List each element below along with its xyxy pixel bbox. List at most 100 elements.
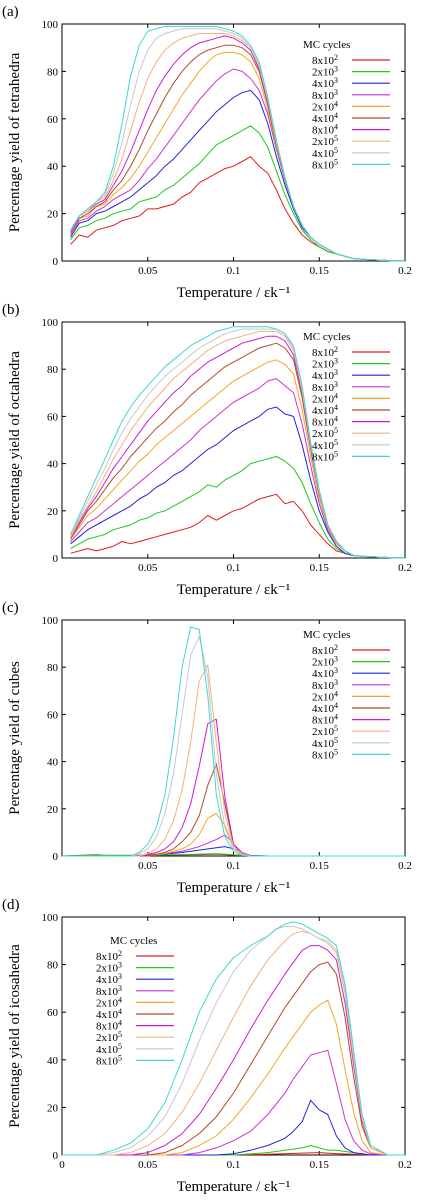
y-tick-label: 0 <box>53 1150 59 1162</box>
y-tick-label: 60 <box>47 114 59 126</box>
legend-entry-label: 8x103 <box>96 983 122 998</box>
y-tick-label: 100 <box>42 317 59 329</box>
x-tick-label: 0.15 <box>310 265 330 277</box>
legend-entry-label: 4x103 <box>96 972 122 987</box>
y-tick-label: 60 <box>47 709 59 721</box>
x-tick-label: 0.1 <box>227 562 241 574</box>
legend-entry-label: 4x105 <box>96 1041 122 1056</box>
legend-title: MC cycles <box>303 629 350 641</box>
series-line-8x10e5 <box>62 626 405 857</box>
series-line-8x10e5 <box>70 25 406 262</box>
series-line-4x10e3 <box>62 1099 405 1156</box>
y-tick-label: 80 <box>47 662 59 674</box>
series-line-2x10e5 <box>62 664 405 857</box>
legend-entry-label: 4x104 <box>312 701 338 716</box>
y-tick-label: 100 <box>42 912 59 924</box>
legend-title: MC cycles <box>303 39 350 51</box>
legend-entry-label: 4x104 <box>312 403 338 418</box>
x-axis-label: Temperature / εk⁻¹ <box>177 880 290 896</box>
legend-entry-label: 8x104 <box>312 414 338 429</box>
y-tick-label: 60 <box>47 411 59 423</box>
y-tick-label: 20 <box>47 209 59 221</box>
y-tick-label: 20 <box>47 506 59 518</box>
y-tick-label: 80 <box>47 66 59 78</box>
x-tick-label: 0.1 <box>227 265 241 277</box>
y-tick-label: 80 <box>47 960 59 972</box>
series-line-8x10e3 <box>70 378 406 559</box>
legend-entry-label: 8x104 <box>312 122 338 137</box>
series-line-8x10e2 <box>62 1152 405 1156</box>
legend-entry-label: 4x105 <box>312 735 338 750</box>
series-line-8x10e3 <box>62 1049 405 1156</box>
legend-entry-label: 4x104 <box>312 111 338 126</box>
legend-entry-label: 2x103 <box>96 960 122 975</box>
series-line-4x10e3 <box>70 89 406 262</box>
x-axis-label: Temperature / εk⁻¹ <box>177 1179 290 1195</box>
series-line-8x10e5 <box>62 921 405 1156</box>
legend-entry-label: 8x102 <box>312 53 338 68</box>
plot-frame <box>61 619 406 857</box>
series-line-8x10e2 <box>70 493 406 559</box>
x-tick-label: 0.1 <box>227 1159 241 1171</box>
series-line-2x10e3 <box>70 125 406 262</box>
y-tick-label: 40 <box>47 757 59 769</box>
legend-entry-label: 4x105 <box>312 145 338 160</box>
x-tick-label: 0.15 <box>310 1159 330 1171</box>
y-tick-label: 40 <box>47 1055 59 1067</box>
legend-entry-label: 4x105 <box>312 437 338 452</box>
series-line-4x10e5 <box>62 636 405 857</box>
y-tick-label: 20 <box>47 1102 59 1114</box>
x-tick-label: 0.05 <box>138 1159 158 1171</box>
y-tick-label: 20 <box>47 804 59 816</box>
legend-entry-label: 4x103 <box>312 368 338 383</box>
x-tick-label: 0.2 <box>398 1159 412 1171</box>
legend-title: MC cycles <box>303 331 350 343</box>
legend-entry-label: 2x104 <box>96 995 122 1010</box>
x-tick-label: 0 <box>59 1159 65 1171</box>
panel-4: 0 20 40 60 80 100 0 0.05 0.1 0.15 0.2 (d) Percentage… <box>2 897 412 1195</box>
series-line-4x10e5 <box>70 28 406 262</box>
legend-entry-label: 2x104 <box>312 391 338 406</box>
x-axis-label: Temperature / εk⁻¹ <box>177 582 290 598</box>
y-tick-label: 0 <box>53 256 59 268</box>
series-line-2x10e4 <box>62 999 405 1156</box>
panel-label: (a) <box>2 4 19 20</box>
legend-entry-label: 8x104 <box>312 712 338 727</box>
y-tick-label: 0 <box>53 851 59 863</box>
y-tick-label: 40 <box>47 161 59 173</box>
panel-2: 0 20 40 60 80 100 0.05 0.1 0.15 0.2 (b) Percentage … <box>2 302 412 598</box>
legend-entry-label: 2x104 <box>312 99 338 114</box>
legend-entry-label: 4x104 <box>96 1007 122 1022</box>
series-line-2x10e3 <box>70 456 406 559</box>
panel-label: (b) <box>2 302 20 318</box>
x-tick-label: 0.2 <box>398 562 412 574</box>
series-line-8x10e5 <box>70 326 406 559</box>
series-line-8x10e3 <box>70 68 406 262</box>
series-line-8x10e4 <box>62 718 405 857</box>
panel-label: (c) <box>2 600 19 616</box>
legend-entry-label: 8x103 <box>312 379 338 394</box>
legend-title: MC cycles <box>110 935 157 947</box>
legend-entry-label: 8x105 <box>312 157 338 172</box>
series-line-2x10e4 <box>62 813 405 857</box>
series-line-2x10e4 <box>70 359 406 559</box>
legend-entry-label: 8x105 <box>312 747 338 762</box>
y-axis-label: Percentage yield of cubes <box>7 661 23 815</box>
series-line-4x10e5 <box>62 926 405 1156</box>
panel-3: 0 20 40 60 80 100 0.05 0.1 0.15 0.2 (c) Percentage … <box>2 600 412 896</box>
panel-label: (d) <box>2 897 20 913</box>
y-axis-label: Percentage yield of icosahedra <box>7 944 23 1128</box>
legend-entry-label: 8x102 <box>312 345 338 360</box>
legend-entry-label: 8x105 <box>96 1053 122 1068</box>
x-axis-label: Temperature / εk⁻¹ <box>177 285 290 301</box>
y-axis-label: Percentage yield of tetrahedra <box>7 52 23 232</box>
x-tick-label: 0.2 <box>398 860 412 872</box>
legend-entry-label: 8x105 <box>312 449 338 464</box>
legend-entry-label: 2x103 <box>312 654 338 669</box>
series-line-2x10e5 <box>62 930 405 1156</box>
legend: MC cycles8x1022x1034x1038x1032x1044x1048… <box>303 39 390 171</box>
legend: MC cycles8x1022x1034x1038x1032x1044x1048… <box>303 331 390 463</box>
series-line-4x10e4 <box>62 961 405 1156</box>
legend-entry-label: 2x105 <box>312 724 338 739</box>
x-tick-label: 0.15 <box>310 562 330 574</box>
